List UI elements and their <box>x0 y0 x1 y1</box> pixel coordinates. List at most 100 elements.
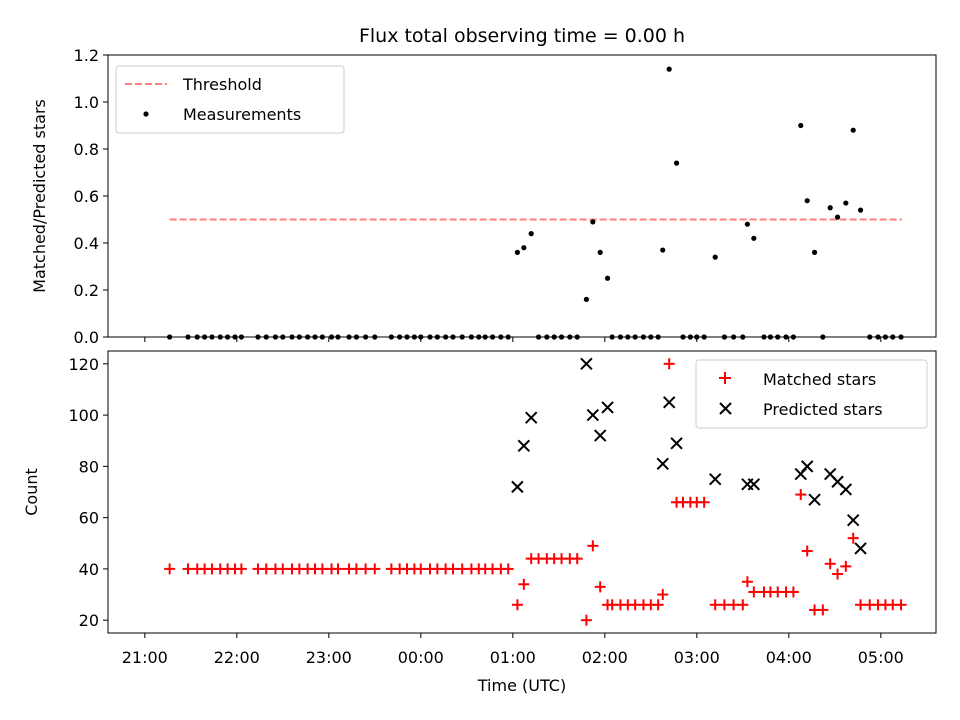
top-y-tick-label: 0.2 <box>74 281 99 300</box>
matched-star-point <box>855 599 867 611</box>
predicted-star-point <box>854 542 867 555</box>
legend-predicted-swatch <box>719 402 732 415</box>
bottom-y-tick-label: 120 <box>68 355 99 374</box>
measurement-point <box>604 275 611 281</box>
matched-star-point <box>456 563 468 575</box>
bottom-y-tick-label: 20 <box>79 611 99 630</box>
top-legend: Threshold Measurements <box>115 65 345 134</box>
x-tick-label: 04:00 <box>766 648 812 667</box>
bottom-y-tick-label: 80 <box>79 457 99 476</box>
matched-star-point <box>518 578 530 590</box>
matched-star-point <box>718 599 730 611</box>
measurement-point <box>843 200 849 206</box>
predicted-star-point <box>808 493 821 506</box>
matched-star-point <box>737 599 749 611</box>
matched-star-point <box>832 568 844 580</box>
top-y-tick-label: 1.0 <box>74 93 99 112</box>
matched-star-point <box>277 563 289 575</box>
x-tick-label: 00:00 <box>398 648 444 667</box>
matched-star-point <box>182 563 194 575</box>
x-tick-label: 21:00 <box>122 648 168 667</box>
measurement-point <box>811 249 818 255</box>
predicted-star-point <box>846 513 860 527</box>
bottom-plot-area: 20 40 60 80 100 120 21:00 22:00 23:00 00:00 01:00 0… <box>68 355 907 667</box>
measurement-point <box>827 205 833 211</box>
matched-star-point <box>350 563 362 575</box>
measurement-point <box>514 249 521 255</box>
measurement-point <box>597 249 603 255</box>
matched-star-point <box>698 496 710 508</box>
bottom-plot-frame <box>107 350 937 634</box>
matched-star-point <box>316 563 328 575</box>
predicted-star-point <box>747 478 761 491</box>
measurement-point <box>804 198 810 204</box>
predicted-star-point <box>670 437 683 450</box>
chart-title: Flux total observing time = 0.00 h <box>359 25 685 47</box>
matched-star-point <box>895 599 907 611</box>
x-tick-label: 22:00 <box>214 648 260 667</box>
x-tick-label: 23:00 <box>306 648 352 667</box>
measurement-point <box>521 245 527 251</box>
top-y-tick-label: 0.4 <box>74 234 99 253</box>
predicted-star-point <box>586 408 600 422</box>
matched-star-point <box>801 545 813 557</box>
predicted-star-point <box>593 429 607 442</box>
top-panel: Flux total observing time = 0.00 h Match… <box>30 25 937 347</box>
matched-star-point <box>235 563 247 575</box>
top-y-tick-label: 1.2 <box>74 46 99 65</box>
measurement-point <box>673 160 680 166</box>
matched-star-point <box>260 563 272 575</box>
matched-star-point <box>587 540 599 552</box>
legend-matched-swatch <box>719 372 731 384</box>
matched-star-point <box>580 614 592 626</box>
bottom-y-tick-label: 100 <box>68 406 99 425</box>
matched-star-point <box>748 586 760 598</box>
matched-star-point <box>663 358 675 370</box>
predicted-star-point <box>800 460 814 473</box>
measurement-point <box>590 219 596 225</box>
bottom-y-tick-label: 40 <box>79 560 99 579</box>
matched-star-point <box>571 553 583 565</box>
matched-star-point <box>369 563 381 575</box>
measurement-point <box>834 214 841 220</box>
matched-star-point <box>709 599 721 611</box>
top-y-tick-label: 0.0 <box>74 328 99 347</box>
matched-star-point <box>824 558 836 570</box>
predicted-star-point <box>517 439 531 453</box>
matched-star-point <box>728 599 740 611</box>
matched-star-point <box>787 586 799 598</box>
matched-star-point <box>840 560 852 572</box>
predicted-star-point <box>708 472 722 486</box>
matched-star-point <box>360 563 372 575</box>
predicted-star-point <box>839 483 853 496</box>
top-y-axis-label: Matched/Predicted stars <box>30 99 49 293</box>
top-y-tick-label: 0.8 <box>74 140 99 159</box>
matched-star-point <box>164 563 176 575</box>
matched-star-point <box>817 604 829 616</box>
legend-predicted-label: Predicted stars <box>763 400 883 419</box>
measurement-point <box>528 231 534 237</box>
predicted-star-point <box>511 480 524 494</box>
measurement-point <box>712 254 718 260</box>
top-y-tick-label: 0.6 <box>74 187 99 206</box>
matched-star-point <box>502 563 514 575</box>
matched-star-point <box>511 599 523 611</box>
matched-star-point <box>415 563 427 575</box>
matched-star-point <box>447 563 459 575</box>
matched-star-point <box>657 589 669 601</box>
top-legend-box <box>115 65 345 134</box>
legend-threshold-label: Threshold <box>182 75 262 94</box>
measurement-point <box>798 122 804 129</box>
measurement-point <box>666 66 672 72</box>
measurement-point <box>744 221 751 227</box>
matched-star-point <box>741 576 753 588</box>
measurement-point <box>850 127 856 133</box>
x-tick-label: 02:00 <box>582 648 628 667</box>
bottom-legend-box <box>695 359 928 429</box>
predicted-star-point <box>656 457 669 471</box>
predicted-star-point <box>580 357 593 371</box>
legend-measurements-label: Measurements <box>183 105 301 124</box>
measurement-point <box>583 296 590 302</box>
predicted-star-point <box>601 401 614 414</box>
